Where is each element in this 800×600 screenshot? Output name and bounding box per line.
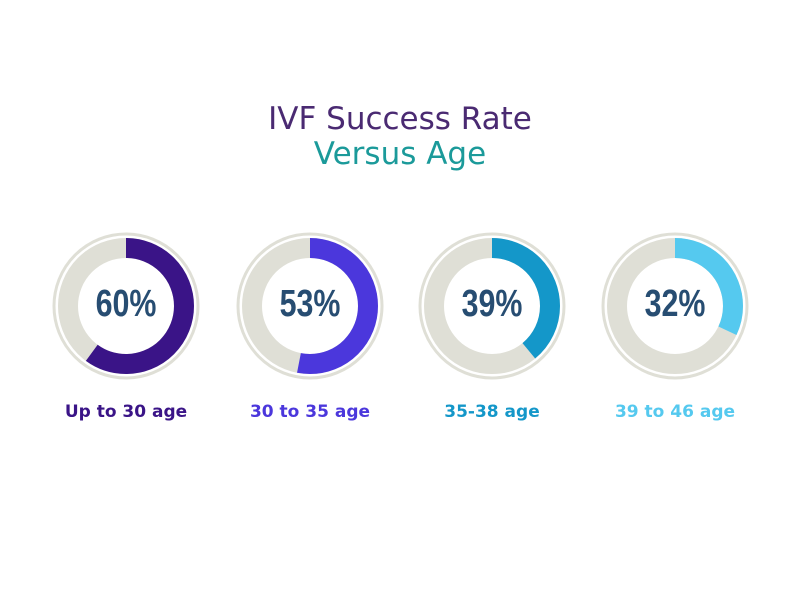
gauge-value-label-4: 32%: [644, 283, 706, 325]
gauge-value-arc-1: [58, 238, 194, 374]
gauge-category-label-1: Up to 30 age: [64, 402, 188, 422]
gauge-value-arc-4: [607, 238, 743, 374]
gauge-value-label-3: 39%: [461, 283, 523, 325]
gauge-value-arc-3: [424, 238, 560, 374]
gauge-value-arc-2: [242, 238, 378, 374]
gauge-category-label-4: 39 to 46 age: [614, 402, 736, 422]
chart-title: IVF Success Rate: [268, 101, 532, 137]
chart-subtitle: Versus Age: [313, 136, 487, 172]
gauge-value-label-2: 53%: [279, 283, 341, 325]
gauge-category-label-3: 35-38 age: [444, 402, 540, 422]
gauge-value-label-1: 60%: [95, 283, 157, 325]
gauge-category-label-2: 30 to 35 age: [249, 402, 371, 422]
